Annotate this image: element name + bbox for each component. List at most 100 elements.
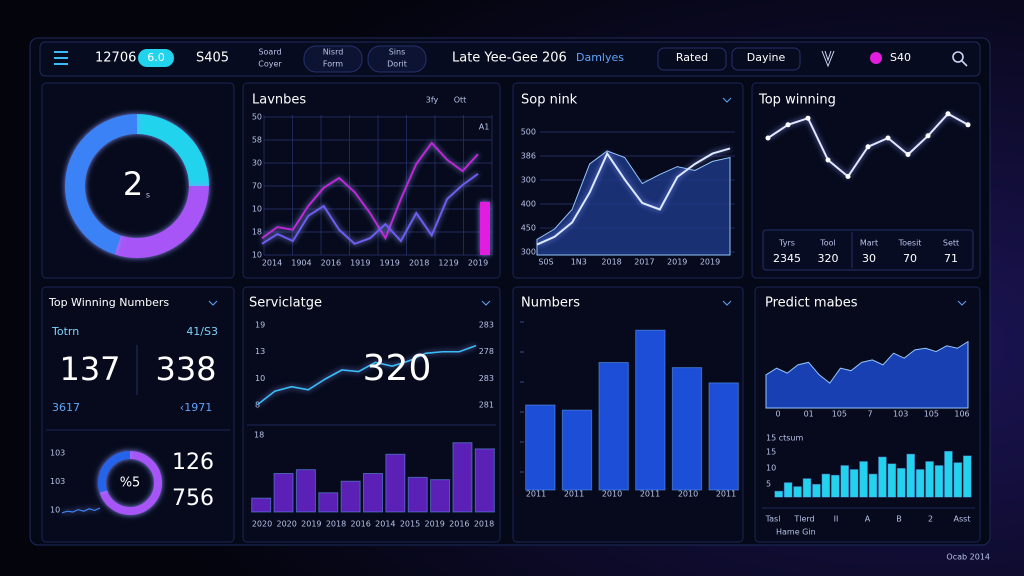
tab[interactable] [367, 45, 427, 73]
point [925, 133, 931, 139]
bar [793, 486, 802, 498]
label: Ott [454, 96, 467, 105]
x-tick-label: 2011 [564, 490, 584, 499]
x-tick-label: S0S [538, 258, 553, 267]
y-tick-label: 300 [521, 248, 536, 257]
chevron [722, 97, 732, 103]
bar [859, 461, 868, 498]
bar [671, 367, 703, 491]
x-tick-label: 2011 [640, 490, 660, 499]
line [261, 172, 479, 245]
panel-title: Numbers [521, 296, 580, 311]
bar [897, 468, 906, 498]
area [536, 150, 731, 256]
table-header: Tyrs [778, 239, 795, 248]
y-tick-label: 8 [255, 401, 260, 410]
bar [868, 473, 878, 498]
ring-segment [65, 114, 209, 258]
x-tick-label: 2016 [321, 259, 341, 268]
bar [821, 473, 831, 498]
bar [362, 473, 384, 513]
y-tick-label: 400 [521, 200, 536, 209]
chevron [957, 300, 967, 306]
panel-title: Lavnbes [252, 93, 306, 108]
y-tick-label: 281 [479, 401, 494, 410]
panel-title: Predict mabes [765, 296, 858, 311]
y-tick-label: 5 [766, 480, 771, 489]
bar [915, 469, 925, 498]
search-icon[interactable] [952, 51, 968, 67]
button[interactable] [731, 47, 801, 71]
line [257, 344, 477, 405]
table-header: Sett [943, 239, 959, 248]
badge: A1 [479, 123, 490, 132]
filter-icon[interactable] [821, 50, 835, 68]
bar [802, 478, 812, 498]
y-tick-label: 19 [255, 321, 265, 330]
point [965, 122, 971, 128]
table-header: Tool [819, 239, 836, 248]
footer-label: A [865, 515, 871, 524]
x-tick-label: 1904 [291, 259, 311, 268]
page-subtitle: Damlyes [576, 51, 624, 64]
x-tick-label: 2010 [602, 490, 622, 499]
x-tick-label: 2014 [262, 259, 282, 268]
y-tick-label: 103 [50, 449, 65, 458]
panel-title: Sop nink [521, 93, 578, 108]
x-tick-label: 1219 [438, 259, 458, 268]
label: 41/S3 [186, 325, 218, 338]
x-tick-label: 2016 [350, 520, 370, 529]
table-header: Toesit [898, 239, 922, 248]
table [762, 229, 974, 271]
point [765, 135, 771, 141]
y-tick-label: 70 [252, 182, 262, 191]
line [536, 147, 731, 246]
bar [474, 448, 495, 513]
point [805, 115, 811, 121]
bar [840, 465, 849, 498]
area [765, 340, 969, 409]
point [785, 122, 791, 128]
label: Hame Gin [776, 528, 816, 537]
y-tick-label: 13 [255, 347, 265, 356]
big-number: 338 [155, 350, 216, 388]
footer-label: B [896, 515, 902, 524]
tab[interactable] [303, 45, 363, 73]
tab-text: Coyer [258, 60, 282, 69]
x-tick-label: 01 [804, 410, 814, 419]
footer-label: II [834, 515, 839, 524]
bar [251, 497, 272, 513]
table-header: Mart [860, 239, 878, 248]
x-tick-label: 2019 [700, 258, 720, 267]
table-cell: 320 [818, 252, 839, 265]
x-tick-label: 2016 [449, 520, 469, 529]
x-tick-label: 1919 [350, 259, 370, 268]
point [885, 135, 891, 141]
button[interactable] [657, 47, 727, 71]
number: 126 [172, 450, 214, 475]
x-tick-label: 2018 [326, 520, 346, 529]
x-tick-label: 7 [867, 410, 872, 419]
x-tick-label: 105 [924, 410, 939, 419]
x-tick-label: 2018 [474, 520, 494, 529]
y-tick-label: 500 [521, 128, 536, 137]
x-tick-label: 2019 [667, 258, 687, 267]
table-cell: 2345 [773, 252, 801, 265]
bar [963, 455, 972, 498]
table-cell: 70 [903, 252, 917, 265]
y-tick-label: 10 [50, 506, 60, 515]
tab-text: Nisrd [323, 48, 344, 57]
label: 12706 [95, 51, 136, 66]
y-tick-label: 386 [521, 152, 536, 161]
tab-text: Dorit [387, 60, 407, 69]
page-title: Late Yee-Gee 206 [452, 51, 567, 66]
bar [407, 476, 428, 513]
label: 3fy [426, 96, 439, 105]
tab-text: Sins [389, 48, 406, 57]
big-number: 320 [363, 348, 432, 389]
panel [242, 82, 501, 279]
menu-icon[interactable] [54, 51, 68, 65]
bar [878, 456, 887, 498]
pill[interactable] [138, 49, 174, 67]
